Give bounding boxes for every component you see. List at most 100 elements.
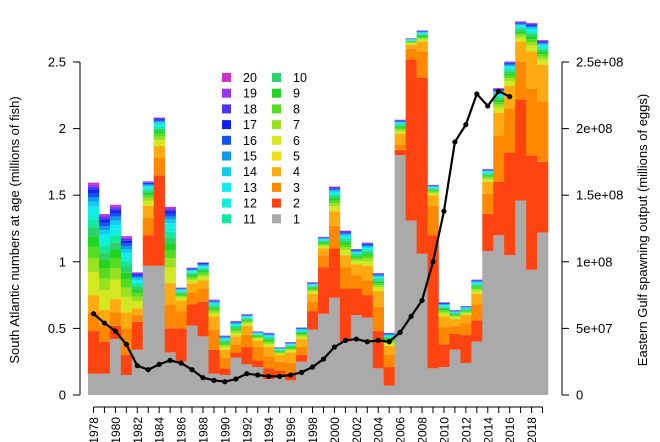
bar-1980-age-17 (109, 210, 122, 214)
bar-1978-age-15 (88, 197, 100, 202)
bar-1996-age-11 (285, 345, 297, 347)
legend-item-15: 15 (222, 150, 257, 164)
bar-1993-age-8 (252, 336, 264, 338)
spawning-output-point-1991 (233, 376, 239, 382)
legend-label: 9 (293, 87, 300, 101)
bar-1990-age-9 (219, 342, 231, 344)
bar-1997-age-2 (296, 355, 308, 362)
bar-1981-age-8 (120, 279, 133, 288)
bar-2012-age-3 (460, 323, 472, 336)
bar-2014-age-8 (482, 176, 494, 178)
bar-1991 (230, 320, 242, 395)
bar-1979-age-20 (98, 214, 111, 216)
bar-2009-age-8 (427, 190, 439, 192)
bar-1999-age-3 (318, 255, 330, 268)
bar-1981-age-13 (120, 252, 133, 257)
legend-swatch (222, 182, 231, 192)
bar-1982-age-2 (131, 321, 144, 350)
bar-1986-age-10 (175, 292, 187, 294)
bar-1980-age-9 (109, 250, 122, 259)
bar-2016-age-9 (504, 73, 516, 76)
bar-2004 (372, 273, 385, 395)
legend-item-10: 10 (272, 71, 307, 85)
legend-swatch (272, 104, 281, 114)
legend-label: 7 (293, 118, 300, 132)
y-tick-label: 1.5 (48, 188, 66, 203)
bar-1999-age-13 (318, 239, 330, 240)
bar-1979-age-18 (98, 217, 111, 220)
bar-1984-age-19 (153, 117, 165, 119)
bar-2010-age-1 (438, 367, 450, 395)
bar-1986-age-3 (175, 311, 187, 329)
bar-2006-age-10 (394, 125, 406, 127)
bar-2018-age-9 (526, 36, 538, 40)
bar-1985-age-7 (164, 258, 176, 268)
bar-2018 (526, 22, 538, 395)
bar-1990-age-12 (219, 339, 231, 341)
legend-item-14: 14 (222, 165, 257, 179)
bar-2008-age-2 (416, 77, 428, 254)
bar-2009 (427, 184, 439, 395)
bar-2003-age-7 (361, 258, 374, 262)
bar-1993-age-9 (252, 335, 264, 337)
bar-2017-age-10 (515, 29, 527, 32)
y2-tick-label: 1e+08 (576, 254, 613, 269)
bar-1997-age-14 (296, 329, 308, 330)
bar-1997-age-9 (296, 333, 308, 335)
bar-1987-age-15 (186, 269, 198, 271)
bar-2006 (394, 119, 406, 395)
bar-2017-age-11 (515, 28, 527, 30)
bar-1991-age-6 (230, 333, 242, 337)
bar-2002 (350, 248, 363, 395)
y-tick-label: 2 (59, 121, 66, 136)
bar-2003-age-3 (361, 280, 374, 296)
bar-2000-age-10 (328, 196, 341, 199)
bar-1978-age-3 (88, 312, 100, 332)
bar-1979-age-11 (98, 245, 111, 253)
bar-1995-age-9 (274, 351, 286, 352)
legend-label: 16 (243, 134, 257, 148)
spawning-output-line-layer (90, 88, 513, 385)
bar-2012-age-7 (460, 312, 472, 314)
bar-2010-age-15 (438, 304, 450, 305)
x-tick-label: 2010 (437, 417, 451, 442)
bar-2010-age-4 (438, 316, 450, 328)
legend-label: 8 (293, 102, 300, 116)
bar-1986 (175, 287, 187, 395)
bar-2002-age-2 (350, 288, 363, 316)
bar-1997-age-7 (296, 335, 308, 337)
bar-2009-age-11 (427, 188, 439, 189)
bar-2013-age-9 (471, 286, 483, 288)
legend-item-4: 4 (272, 165, 300, 179)
bar-1985-age-17 (164, 211, 176, 214)
bar-2003-age-11 (361, 250, 374, 252)
bar-2019-age-4 (537, 64, 549, 102)
bar-1978-age-13 (88, 206, 100, 213)
bar-2005-age-2 (383, 367, 395, 386)
bar-1999-age-11 (318, 240, 330, 242)
bar-2018-age-17 (526, 24, 538, 26)
bar-2003-age-4 (361, 265, 374, 281)
bar-2003-age-13 (361, 247, 374, 249)
bar-2006-age-3 (394, 144, 406, 150)
bar-2003-age-17 (361, 243, 374, 245)
bar-2018-age-1 (526, 269, 538, 395)
bar-1997-age-4 (296, 339, 308, 348)
bar-1981-age-6 (120, 296, 133, 313)
bar-2002-age-4 (350, 264, 363, 276)
bar-1989-age-2 (208, 349, 220, 374)
bar-2017-age-12 (515, 26, 527, 29)
bar-2018-age-7 (526, 42, 538, 46)
bar-1980-age-7 (109, 268, 122, 280)
bar-1995-age-10 (274, 350, 286, 351)
legend-swatch (222, 135, 231, 145)
bar-1980-age-13 (109, 224, 122, 230)
bar-1992 (241, 314, 253, 395)
bar-1989-age-7 (208, 310, 220, 313)
bar-1978-age-16 (88, 192, 100, 197)
bar-1979-age-13 (98, 234, 111, 240)
bar-2009-age-9 (427, 189, 439, 191)
bar-1990-age-10 (219, 341, 231, 343)
bar-1983-age-13 (142, 186, 155, 188)
